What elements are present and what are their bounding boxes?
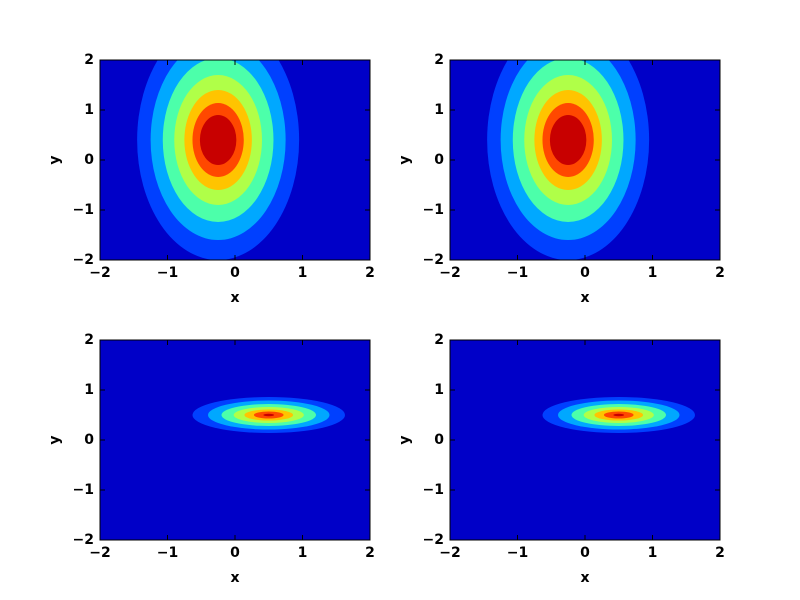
x-tick-label: 1 xyxy=(298,545,308,561)
y-tick-label: −2 xyxy=(73,532,94,548)
y-tick-label: −2 xyxy=(73,252,94,268)
y-tick-label: −1 xyxy=(73,482,94,498)
contour-level xyxy=(549,115,587,165)
x-tick-label: 1 xyxy=(648,545,658,561)
x-tick-label: 0 xyxy=(230,265,240,281)
y-tick-label: 0 xyxy=(434,152,444,168)
x-axis-label: x xyxy=(580,570,589,586)
x-tick-label: 2 xyxy=(715,545,725,561)
y-tick-label: −1 xyxy=(73,202,94,218)
y-tick-label: 2 xyxy=(84,52,94,68)
contour-level xyxy=(613,413,625,417)
y-tick-label: 1 xyxy=(434,382,444,398)
x-tick-label: −2 xyxy=(439,545,460,561)
x-tick-label: 0 xyxy=(580,545,590,561)
x-tick-label: −2 xyxy=(89,265,110,281)
y-tick-label: 1 xyxy=(84,102,94,118)
x-tick-label: −1 xyxy=(507,265,528,281)
x-tick-label: −1 xyxy=(507,545,528,561)
y-tick-label: 2 xyxy=(434,52,444,68)
y-tick-label: 0 xyxy=(84,432,94,448)
y-tick-label: 2 xyxy=(84,332,94,348)
contour-fills xyxy=(487,60,650,260)
x-tick-label: −1 xyxy=(157,545,178,561)
contour-fills xyxy=(137,60,300,260)
subplot: −2 −1 0 1 2 −2 −1 0 1 2 x y xyxy=(397,332,725,586)
y-tick-label: −2 xyxy=(423,252,444,268)
y-tick-label: 1 xyxy=(84,382,94,398)
subplot: −2 −1 0 1 2 −2 −1 0 1 2 x y xyxy=(397,52,725,306)
y-tick-label: −1 xyxy=(423,202,444,218)
y-tick-label: 0 xyxy=(434,432,444,448)
x-tick-label: 1 xyxy=(298,265,308,281)
x-tick-label: 0 xyxy=(230,545,240,561)
subplot: −2 −1 0 1 2 −2 −1 0 1 2 x y xyxy=(47,52,375,306)
x-tick-label: 2 xyxy=(365,265,375,281)
y-tick-label: 2 xyxy=(434,332,444,348)
y-axis-label: y xyxy=(47,155,63,164)
y-axis-label: y xyxy=(397,155,413,164)
x-tick-label: −1 xyxy=(157,265,178,281)
x-axis-label: x xyxy=(230,570,239,586)
plot-background xyxy=(100,340,370,540)
y-tick-label: −1 xyxy=(423,482,444,498)
contour-fills xyxy=(192,397,346,433)
y-tick-label: −2 xyxy=(423,532,444,548)
contour-level xyxy=(199,115,237,165)
x-tick-label: −2 xyxy=(89,545,110,561)
y-axis-label: y xyxy=(397,435,413,444)
x-axis-label: x xyxy=(580,290,589,306)
plot-background xyxy=(450,340,720,540)
x-tick-label: 2 xyxy=(715,265,725,281)
x-tick-label: 1 xyxy=(648,265,658,281)
y-axis-label: y xyxy=(47,435,63,444)
contour-level xyxy=(263,413,275,417)
x-axis-label: x xyxy=(230,290,239,306)
y-tick-label: 1 xyxy=(434,102,444,118)
x-tick-label: 2 xyxy=(365,545,375,561)
y-tick-label: 0 xyxy=(84,152,94,168)
subplot: −2 −1 0 1 2 −2 −1 0 1 2 x y xyxy=(47,332,375,586)
x-tick-label: −2 xyxy=(439,265,460,281)
x-tick-label: 0 xyxy=(580,265,590,281)
contour-fills xyxy=(542,397,696,433)
